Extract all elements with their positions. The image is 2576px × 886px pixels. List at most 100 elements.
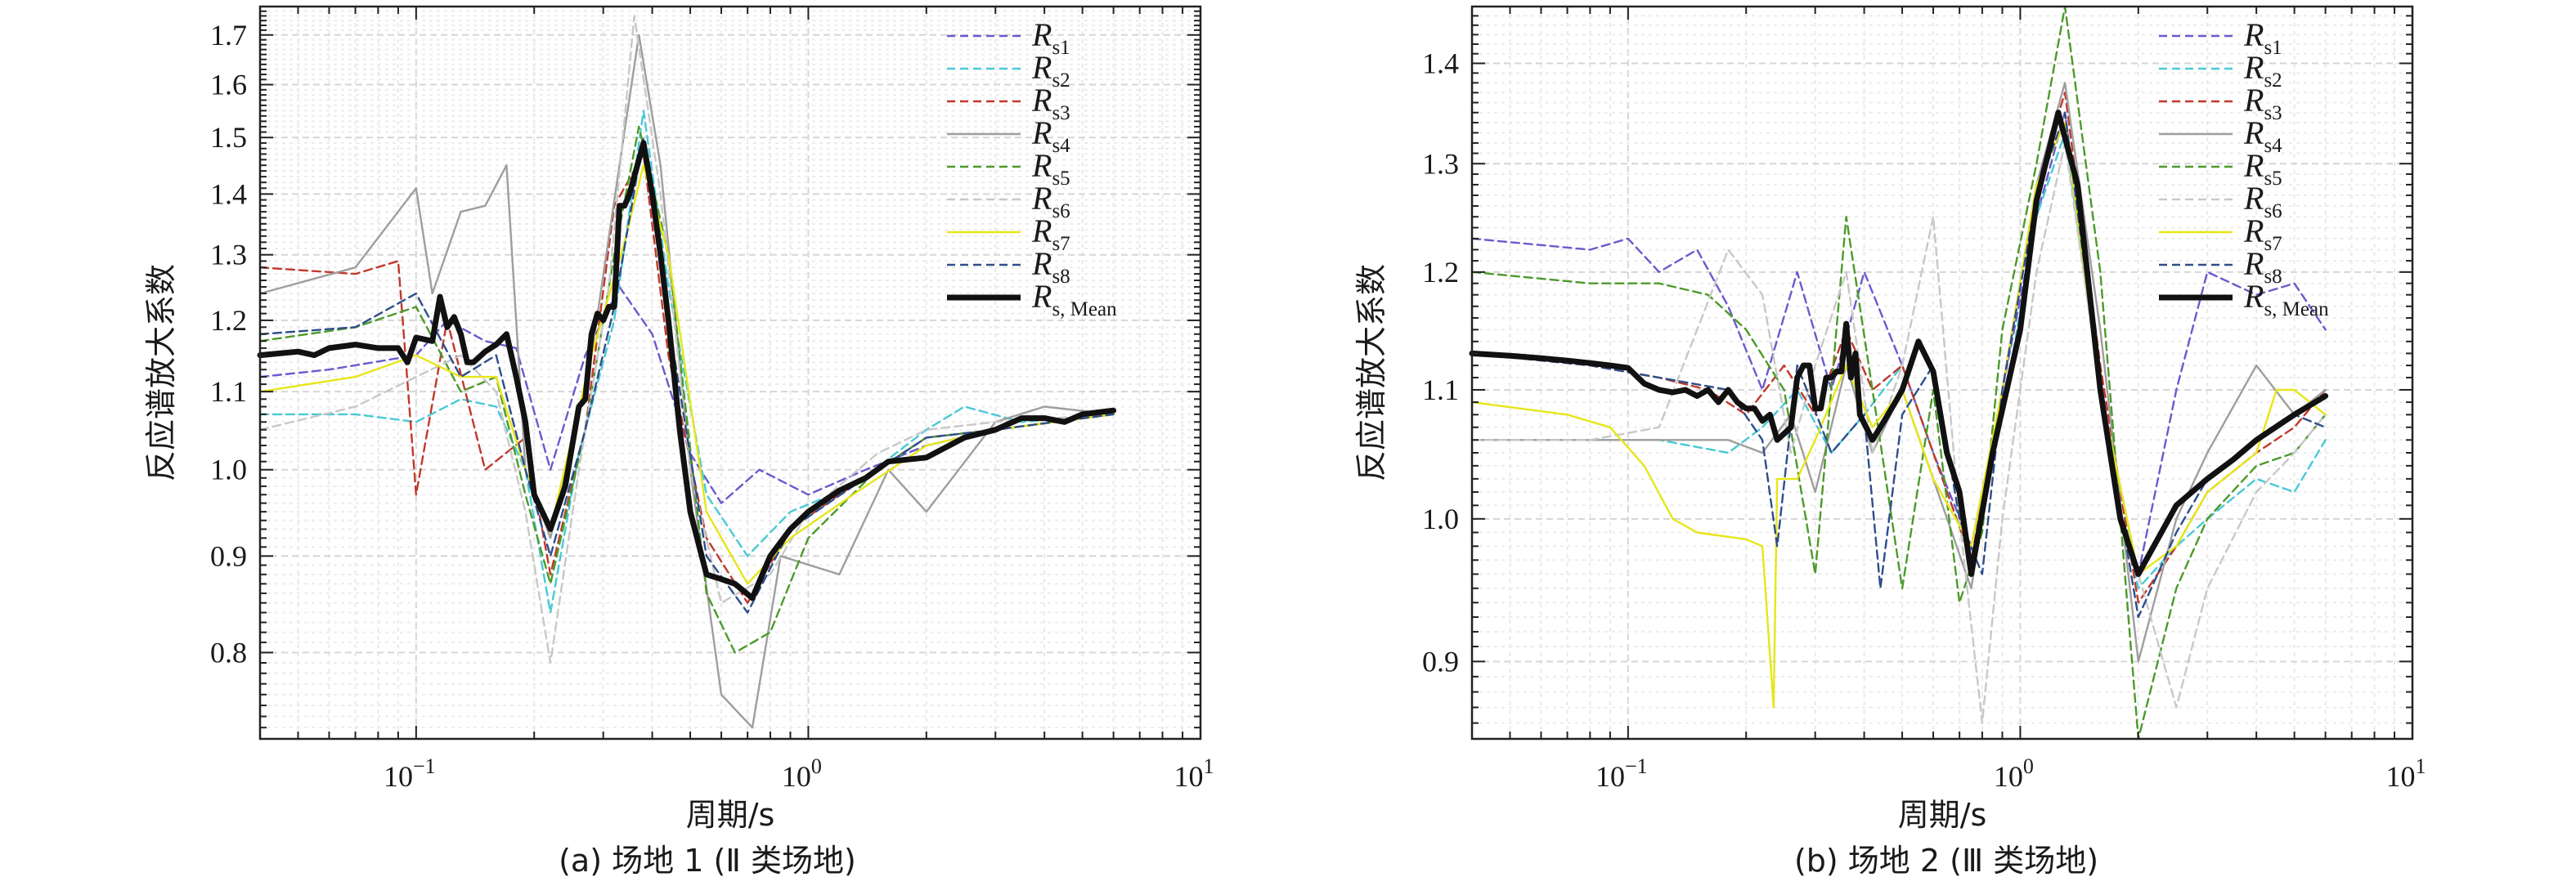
legend-label-main: R	[1031, 180, 1052, 217]
x-tick-label: 101	[1174, 754, 1214, 793]
legend-label-main: R	[2243, 114, 2264, 151]
legend-label: Rs8	[2243, 245, 2282, 288]
x-axis-title: 周期/s	[1898, 797, 1987, 833]
y-tick-label: 0.8	[210, 636, 247, 669]
series-line-s4	[258, 34, 1115, 729]
legend-label-sub: s4	[1052, 135, 1070, 157]
legend-label-sub: s7	[1052, 233, 1070, 255]
y-tick-label: 1.7	[210, 19, 247, 51]
chart-panel-b: 10−1 100 1010.91.01.11.21.31.4周期/s反应谱放大系数(…	[1353, 5, 2426, 879]
series-line-s1	[258, 285, 1115, 504]
x-tick-base: 10	[384, 760, 413, 793]
legend-label: Rs, Mean	[1031, 278, 1117, 320]
x-tick-exp: 0	[811, 754, 822, 778]
series-line-s7	[1470, 121, 2327, 709]
y-tick-label: 1.5	[210, 121, 247, 154]
chart-panel-a: 10−1 100 1010.80.91.01.11.21.31.41.51.61.7…	[143, 5, 1214, 879]
legend-label-main: R	[2243, 16, 2264, 53]
x-tick-base: 10	[1994, 760, 2023, 793]
legend-label: Rs5	[2243, 147, 2282, 190]
series-line-s6	[1470, 141, 2327, 724]
x-tick-exp: 1	[1204, 754, 1214, 778]
legend-label: Rs2	[2243, 49, 2282, 92]
legend-label: Rs1	[2243, 16, 2282, 59]
x-tick-exp: 0	[2023, 754, 2034, 778]
series-line-s2	[258, 110, 1115, 614]
legend-label: Rs8	[1031, 245, 1070, 288]
panel-caption: (b) 场地 2 (Ⅲ 类场地)	[1794, 843, 2098, 879]
legend-label-main: R	[2243, 278, 2264, 315]
legend-label-sub: s8	[2264, 266, 2282, 288]
panel-caption: (a) 场地 1 (Ⅱ 类场地)	[559, 843, 856, 879]
legend-label-sub: s8	[1052, 266, 1070, 288]
x-tick-base: 10	[2386, 760, 2416, 793]
plot-frame	[1470, 5, 2414, 741]
legend-label-main: R	[2243, 82, 2264, 119]
legend-label: Rs1	[1031, 16, 1070, 59]
y-axis-title: 反应谱放大系数	[143, 264, 179, 481]
x-tick-exp: −1	[413, 754, 436, 778]
y-tick-label: 1.1	[1422, 374, 1459, 406]
x-tick-exp: 1	[2416, 754, 2426, 778]
series-line-s6	[258, 15, 1115, 664]
x-tick-base: 10	[782, 760, 811, 793]
legend-label-main: R	[1031, 245, 1052, 282]
series-line-s5	[1470, 5, 2327, 741]
legend-label-sub: s, Mean	[2264, 298, 2329, 320]
plot-frame	[258, 5, 1202, 741]
legend-label: Rs3	[1031, 82, 1070, 124]
legend-label-main: R	[2243, 213, 2264, 249]
y-tick-label: 1.1	[210, 375, 247, 408]
legend-label-main: R	[1031, 147, 1052, 184]
legend-label-main: R	[1031, 49, 1052, 86]
y-tick-label: 0.9	[210, 539, 247, 572]
x-ticks: 10−1 100 101	[1471, 7, 2426, 793]
legend-label-sub: s6	[1052, 200, 1070, 222]
y-tick-label: 1.3	[1422, 147, 1459, 180]
series-line-s1	[1470, 111, 2327, 575]
series-line-smean	[257, 140, 1117, 602]
legend-label: Rs2	[1031, 49, 1070, 92]
series-line-s4	[1470, 82, 2327, 663]
legend-label: Rs6	[2243, 180, 2282, 222]
y-tick-label: 1.4	[210, 177, 247, 210]
legend-label-sub: s6	[2264, 200, 2282, 222]
legend-label-sub: s5	[2264, 168, 2282, 190]
legend-label-sub: s1	[1052, 37, 1070, 59]
legend-label-main: R	[1031, 278, 1052, 315]
y-tick-label: 1.0	[210, 454, 247, 486]
y-tick-label: 1.4	[1422, 47, 1459, 80]
legend-label-main: R	[2243, 180, 2264, 217]
x-tick-label: 10−1	[1595, 754, 1648, 793]
y-ticks: 0.9 1.0 1.1 1.2 1.3 1.4	[1422, 15, 2412, 740]
legend-label: Rs, Mean	[2243, 278, 2329, 320]
x-tick-base: 10	[1595, 760, 1625, 793]
series-line-s2	[1470, 132, 2327, 589]
legend-label-sub: s4	[2264, 135, 2282, 157]
legend-label-sub: s, Mean	[1052, 298, 1117, 320]
y-axis-title: 反应谱放大系数	[1353, 264, 1389, 481]
legend-label-main: R	[2243, 147, 2264, 184]
x-tick-label: 101	[2386, 754, 2426, 793]
legend-label-main: R	[1031, 213, 1052, 249]
legend-label-main: R	[1031, 114, 1052, 151]
series-line-smean	[1469, 110, 2329, 577]
x-ticks: 10−1 100 101	[259, 7, 1214, 793]
legend-label-sub: s2	[1052, 69, 1070, 92]
x-tick-exp: −1	[1625, 754, 1648, 778]
legend-label-sub: s5	[1052, 168, 1070, 190]
y-tick-label: 1.6	[210, 69, 247, 101]
legend-label: Rs4	[1031, 114, 1070, 157]
legend-label-main: R	[1031, 16, 1052, 53]
series-group	[257, 15, 1117, 729]
y-tick-label: 1.2	[1422, 256, 1459, 289]
y-ticks: 0.8 0.9 1.0 1.1 1.2 1.3 1.4 1.5 1.6 1.7	[210, 10, 1200, 740]
legend-label-sub: s3	[1052, 102, 1070, 124]
x-tick-base: 10	[1174, 760, 1204, 793]
y-tick-label: 1.3	[210, 239, 247, 271]
legend-label: Rs7	[1031, 213, 1070, 255]
x-tick-label: 100	[1994, 754, 2034, 793]
legend-label-sub: s7	[2264, 233, 2282, 255]
